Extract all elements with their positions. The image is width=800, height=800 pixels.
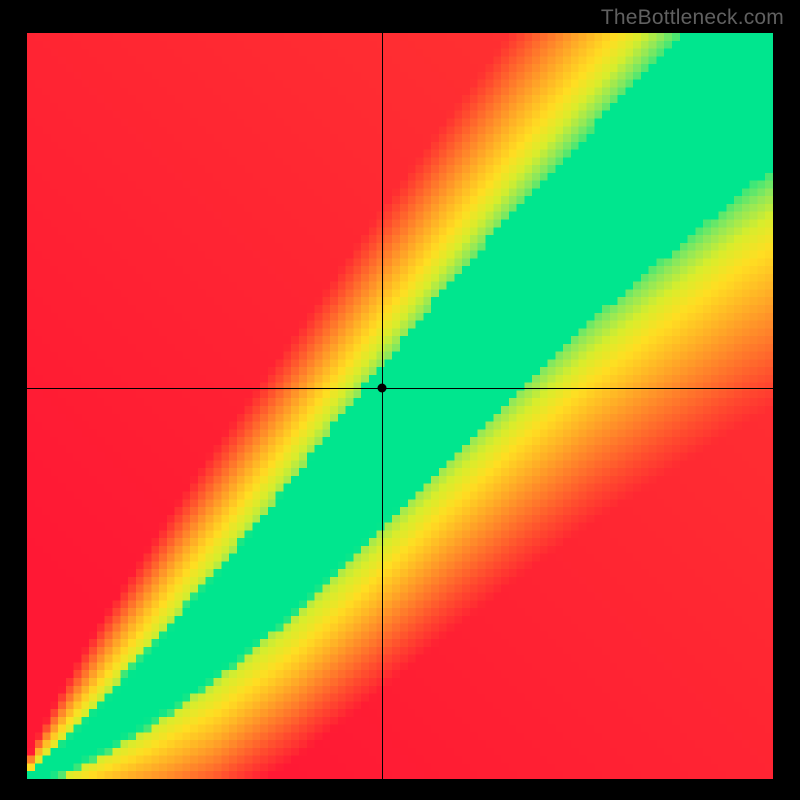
crosshair-marker <box>378 384 387 393</box>
crosshair-horizontal <box>27 388 773 389</box>
watermark-text: TheBottleneck.com <box>601 6 784 30</box>
heatmap-canvas <box>27 33 773 779</box>
chart-frame: { "watermark": { "text": "TheBottleneck.… <box>0 0 800 800</box>
crosshair-vertical <box>382 33 383 779</box>
